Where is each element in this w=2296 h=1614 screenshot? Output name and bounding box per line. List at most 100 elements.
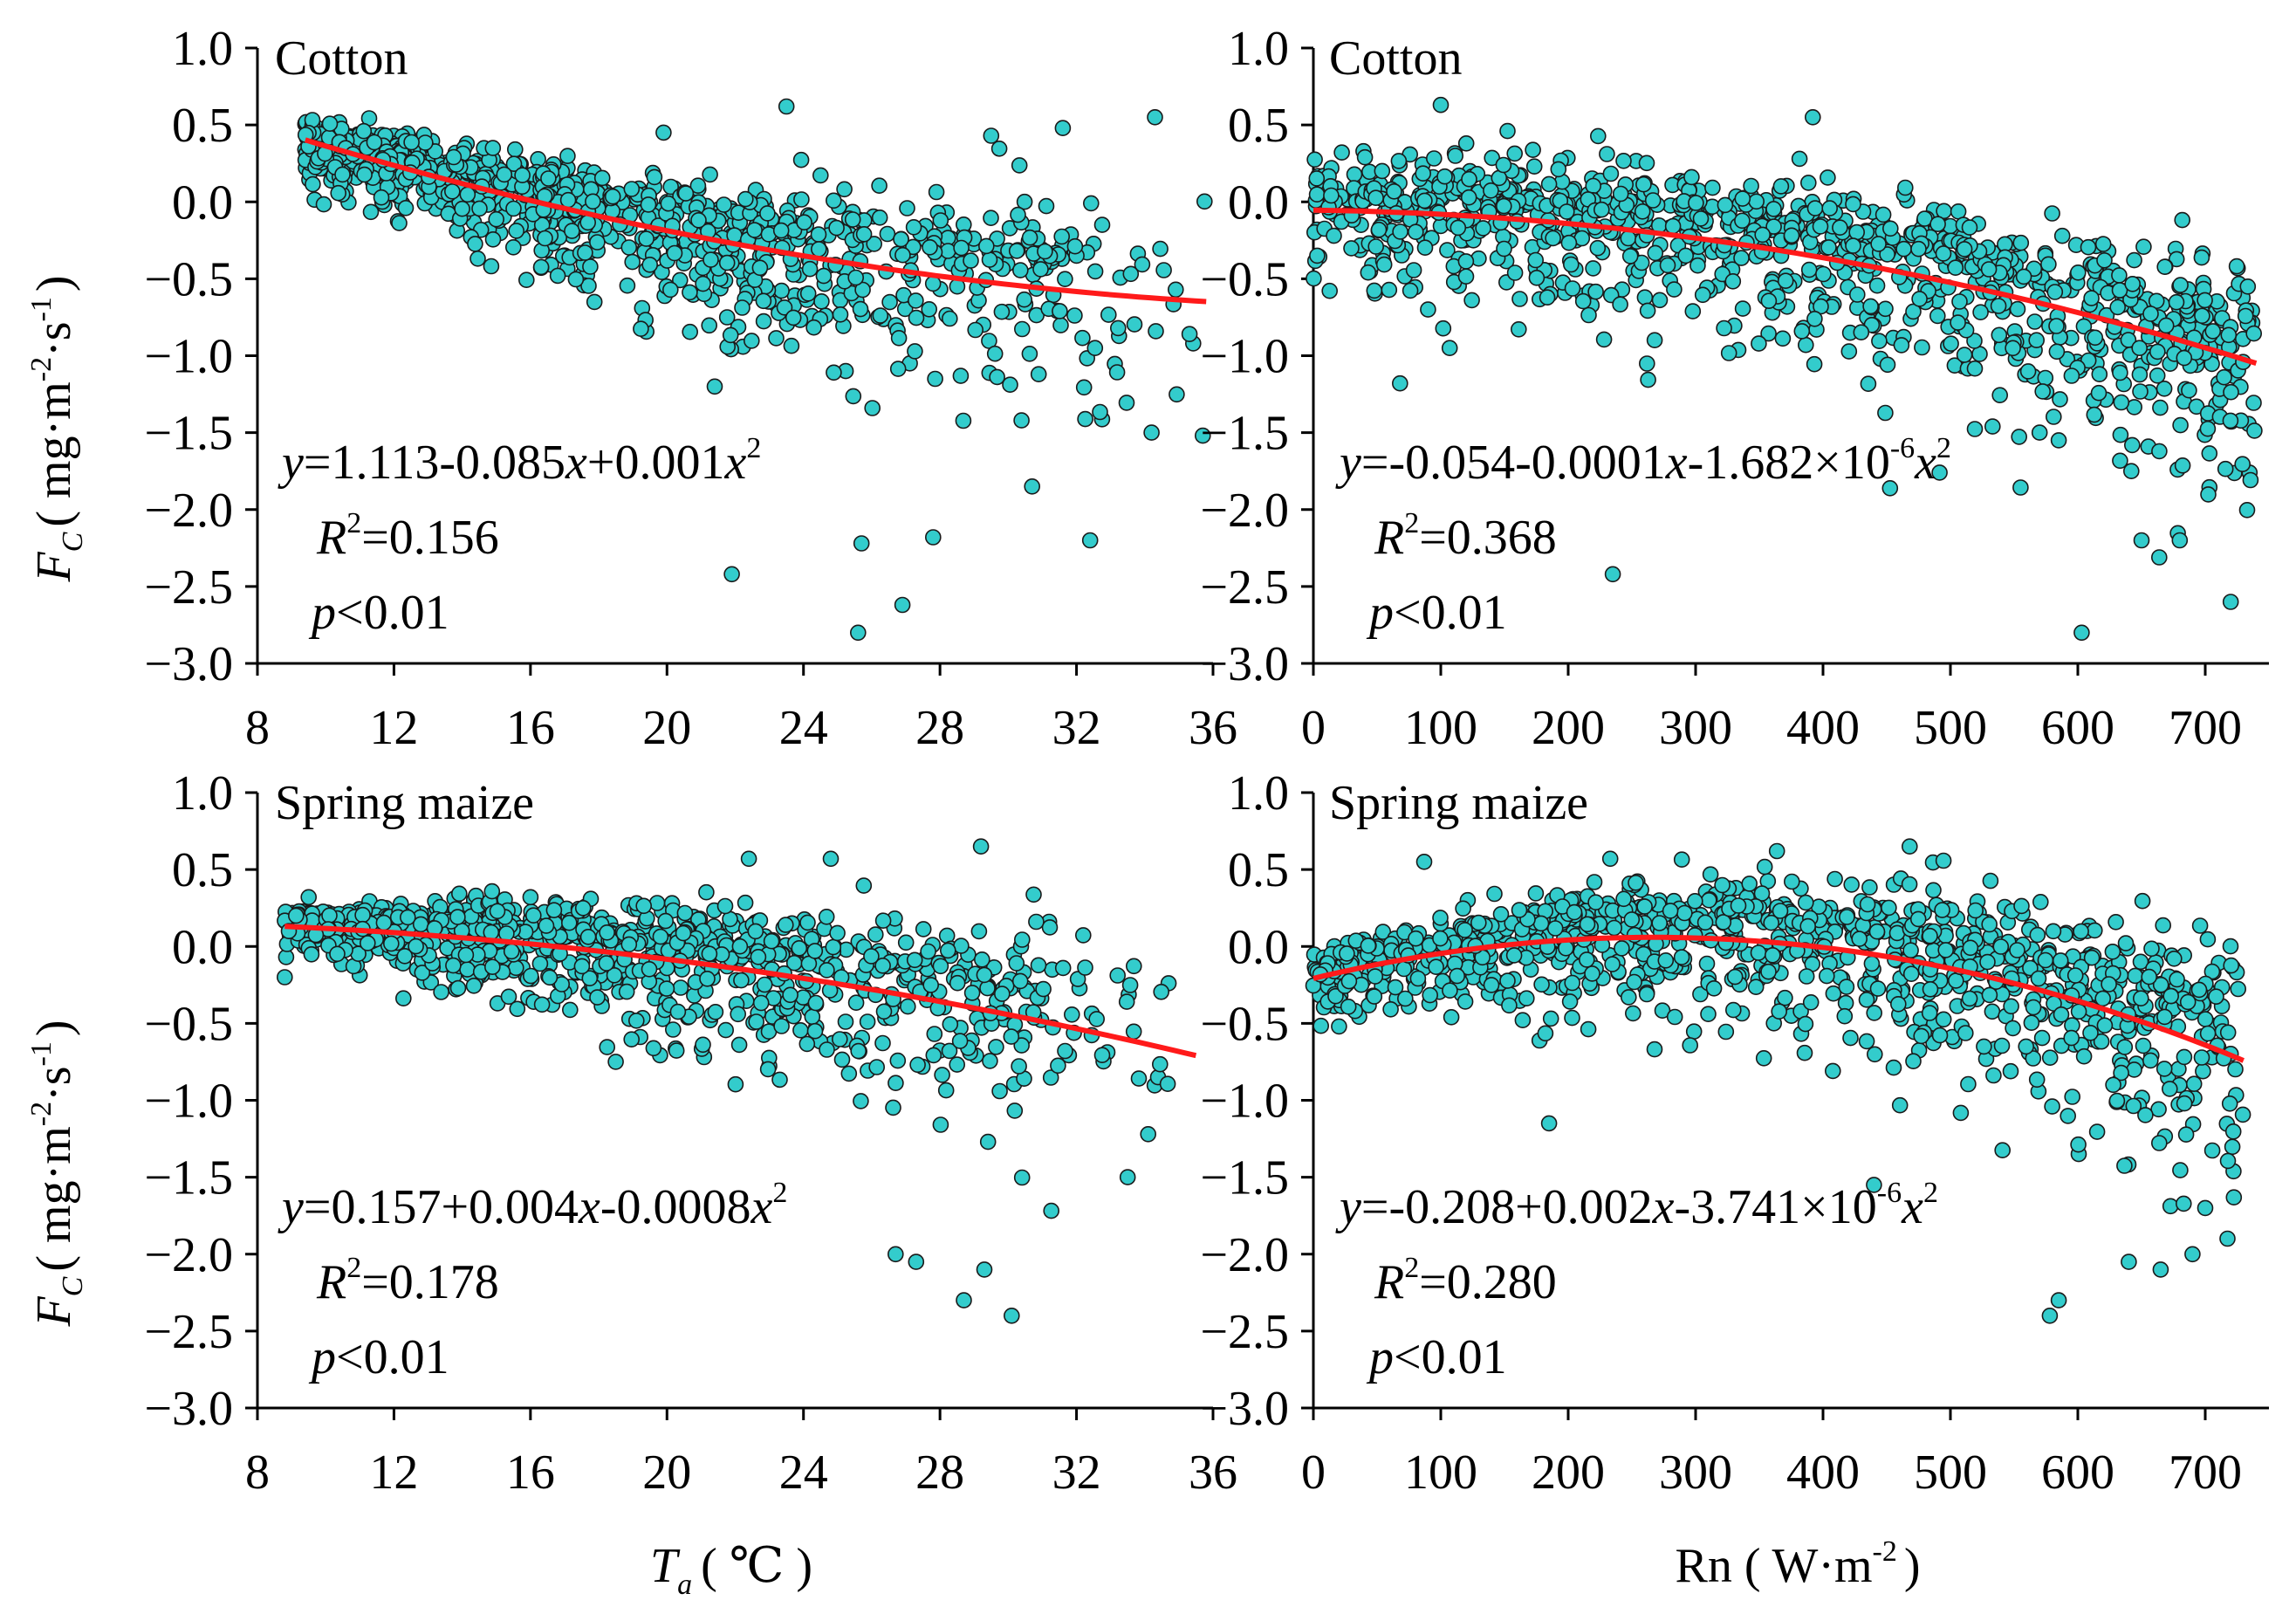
- panel-2: 1.00.50.0−0.5−1.0−1.5−2.0−2.5−3.00 100 200…: [1200, 22, 2269, 755]
- y-tick-label: −3.0: [144, 1382, 233, 1436]
- scatter-point: [2063, 1029, 2080, 1047]
- scatter-point: [1734, 190, 1751, 207]
- scatter-point: [658, 980, 675, 997]
- scatter-point: [1871, 333, 1888, 350]
- scatter-point: [1066, 237, 1084, 255]
- scatter-point: [2002, 1062, 2019, 1080]
- scatter-point: [1991, 387, 2008, 404]
- scatter-point: [885, 1099, 901, 1116]
- scatter-point: [1604, 566, 1621, 583]
- scatter-point: [1870, 236, 1887, 252]
- scatter-point: [740, 850, 757, 868]
- y-tick-label: −0.5: [144, 252, 233, 306]
- scatter-point: [759, 205, 776, 222]
- scatter-point: [1495, 156, 1512, 174]
- scatter-point: [1982, 872, 1999, 889]
- scatter-point: [772, 222, 790, 239]
- scatter-point: [1819, 967, 1835, 985]
- scatter-point: [1093, 1047, 1111, 1063]
- scatter-point: [682, 284, 698, 301]
- scatter-point: [1849, 286, 1866, 303]
- scatter-point: [1743, 177, 1759, 195]
- scatter-point: [1913, 1027, 1929, 1045]
- scatter-point: [1155, 262, 1172, 278]
- scatter-point: [2133, 532, 2150, 549]
- scatter-point: [1593, 201, 1610, 218]
- scatter-point: [855, 225, 873, 243]
- scatter-point: [2116, 1039, 2134, 1055]
- scatter-point: [1375, 256, 1393, 273]
- scatter-point: [1614, 940, 1630, 957]
- scatter-point: [908, 309, 925, 326]
- scatter-point: [2181, 381, 2197, 399]
- scatter-point: [730, 1036, 748, 1054]
- scatter-point: [507, 959, 524, 977]
- scatter-point: [1432, 96, 1450, 113]
- scatter-point: [1386, 183, 1402, 200]
- scatter-point: [2134, 892, 2151, 910]
- scatter-point: [2028, 1071, 2046, 1089]
- scatter-point: [1858, 1033, 1875, 1050]
- scatter-point: [1589, 239, 1607, 257]
- scatter-point: [2009, 300, 2026, 318]
- scatter-point: [967, 321, 984, 339]
- scatter-point: [888, 1075, 904, 1091]
- scatter-point: [979, 1133, 997, 1150]
- scatter-point: [722, 326, 739, 344]
- scatter-point: [1956, 241, 1973, 258]
- scatter-point: [1366, 988, 1383, 1005]
- scatter-point: [888, 1246, 904, 1263]
- scatter-point: [1800, 175, 1817, 191]
- fit-equation: y=1.113-0.085x+0.001x2: [278, 432, 761, 490]
- scatter-point: [2041, 1049, 2059, 1066]
- scatter-point: [756, 976, 773, 993]
- scatter-point: [1580, 306, 1597, 324]
- scatter-point: [1935, 852, 1952, 869]
- scatter-point: [2131, 340, 2148, 357]
- scatter-point: [573, 958, 591, 975]
- scatter-point: [806, 1022, 824, 1040]
- y-tick-label: −1.0: [1200, 1075, 1289, 1129]
- fit-equation: y=-0.208+0.002x-3.741×10-6x2: [1335, 1177, 1938, 1234]
- scatter-point: [2197, 1199, 2214, 1217]
- scatter-point: [905, 218, 922, 236]
- scatter-point: [2012, 234, 2030, 251]
- scatter-point: [927, 370, 943, 388]
- scatter-point: [2234, 1106, 2251, 1123]
- scatter-point: [1537, 1025, 1554, 1042]
- scatter-point: [645, 1040, 662, 1057]
- scatter-point: [1937, 942, 1954, 958]
- scatter-point: [1153, 984, 1169, 1000]
- scatter-point: [1057, 1042, 1073, 1060]
- scatter-point: [1390, 153, 1408, 169]
- scatter-point: [990, 141, 1008, 157]
- scatter-point: [755, 292, 772, 310]
- scatter-point: [2037, 369, 2054, 387]
- x-tick-label: 200: [1532, 1446, 1605, 1500]
- scatter-point: [1432, 910, 1449, 926]
- scatter-point: [664, 1021, 682, 1038]
- scatter-point: [1011, 972, 1029, 990]
- scatter-point: [354, 906, 371, 924]
- scatter-point: [287, 907, 305, 924]
- scatter-point: [1457, 253, 1475, 270]
- x-tick-label: 20: [642, 701, 691, 755]
- scatter-point: [1621, 989, 1637, 1006]
- scatter-points: [1305, 838, 2251, 1324]
- scatter-point: [863, 948, 880, 965]
- scatter-point: [2032, 894, 2049, 910]
- scatter-point: [864, 400, 881, 416]
- scatter-point: [1720, 345, 1737, 361]
- scatter-point: [1014, 931, 1031, 948]
- scatter-point: [1511, 902, 1528, 918]
- scatter-point: [1639, 355, 1655, 372]
- scatter-point: [1340, 999, 1357, 1015]
- scatter-point: [818, 909, 835, 925]
- scatter-point: [1683, 168, 1700, 186]
- scatter-point: [897, 934, 915, 951]
- scatter-point: [1659, 257, 1676, 274]
- y-tick-label: 0.5: [172, 99, 233, 153]
- scatter-point: [2174, 457, 2191, 474]
- scatter-point: [1126, 958, 1142, 975]
- scatter-point: [2155, 917, 2171, 934]
